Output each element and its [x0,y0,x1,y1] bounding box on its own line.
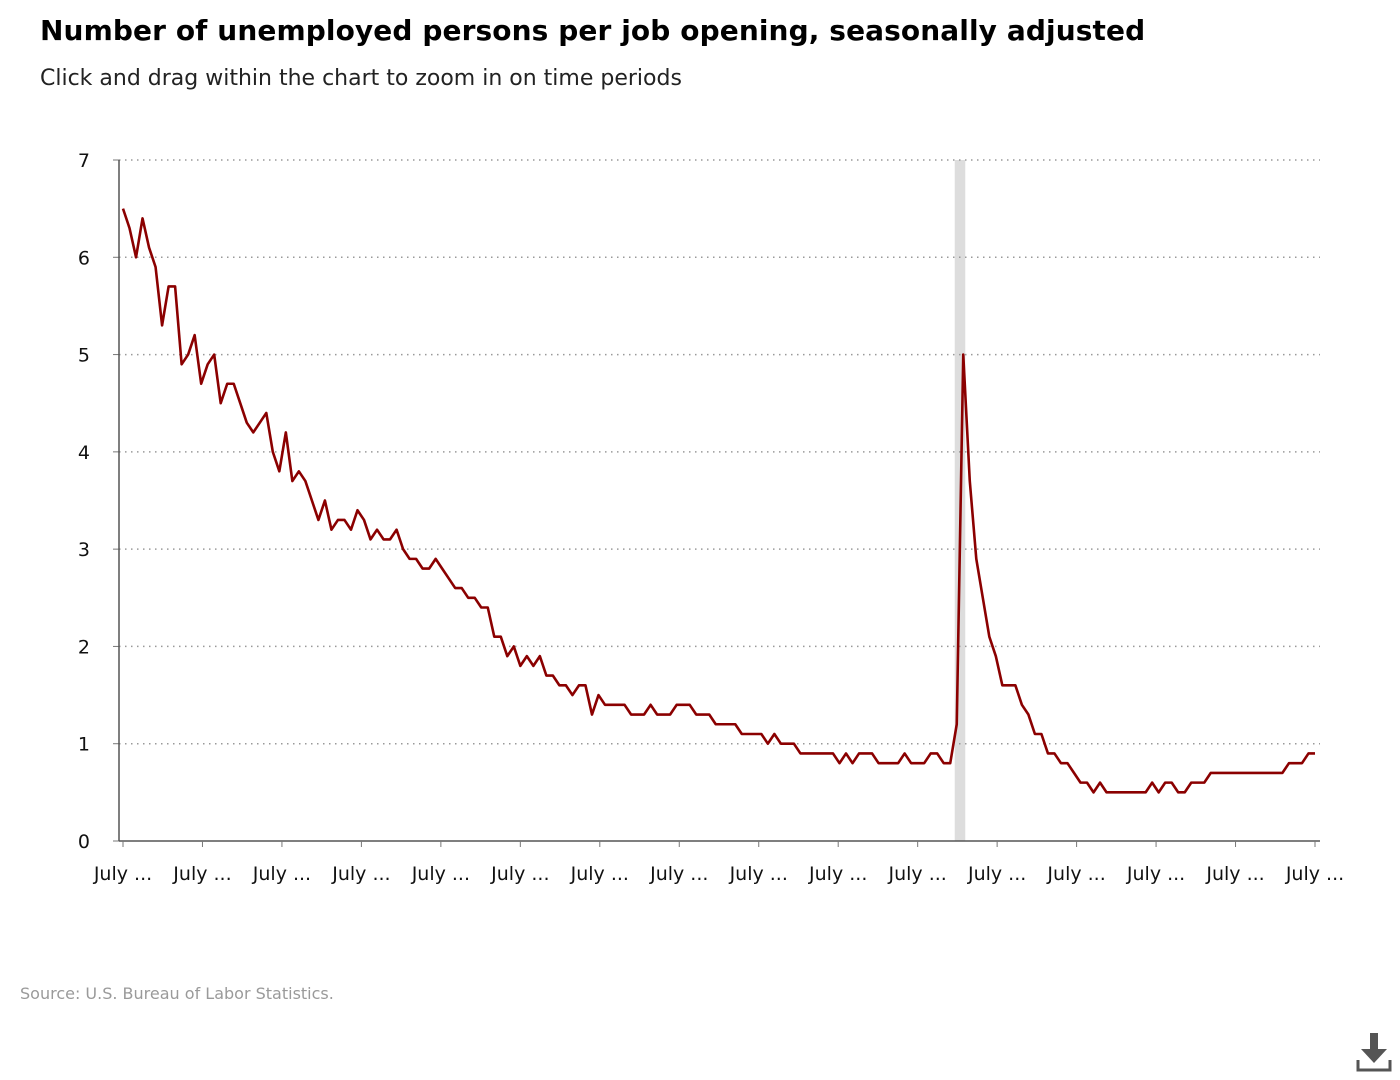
x-tick-label: July ... [93,863,152,885]
x-tick-label: July ... [1285,863,1344,885]
chart-subtitle: Click and drag within the chart to zoom … [40,66,682,91]
x-tick-label: July ... [331,863,390,885]
x-tick-label: July ... [172,863,231,885]
download-icon[interactable] [1354,1030,1394,1074]
chart-title: Number of unemployed persons per job ope… [40,14,1146,47]
y-tick-label: 4 [78,442,90,464]
x-tick-label: July ... [649,863,708,885]
y-tick-label: 1 [78,734,90,756]
y-tick-label: 7 [78,150,90,172]
x-tick-label: July ... [888,863,947,885]
line-chart[interactable]: 0 1 2 3 4 5 6 7 July ... July ... July ... July ...… [0,0,1400,960]
source-note: Source: U.S. Bureau of Labor Statistics. [20,984,334,1003]
x-tick-label: July ... [1126,863,1185,885]
y-tick-label: 3 [78,539,90,561]
x-tick-label: July ... [808,863,867,885]
x-tick-label: July ... [1046,863,1105,885]
y-tick-label: 2 [78,636,90,658]
x-tick-label: July ... [570,863,629,885]
x-tick-label: July ... [490,863,549,885]
x-tick-label: July ... [252,863,311,885]
y-tick-label: 6 [78,247,90,269]
y-tick-label: 5 [78,345,90,367]
x-tick-label: July ... [411,863,470,885]
series-line [121,208,1315,794]
y-tick-label: 0 [78,831,90,853]
x-tick-label: July ... [967,863,1026,885]
x-tick-label: July ... [1205,863,1264,885]
x-tick-label: July ... [729,863,788,885]
